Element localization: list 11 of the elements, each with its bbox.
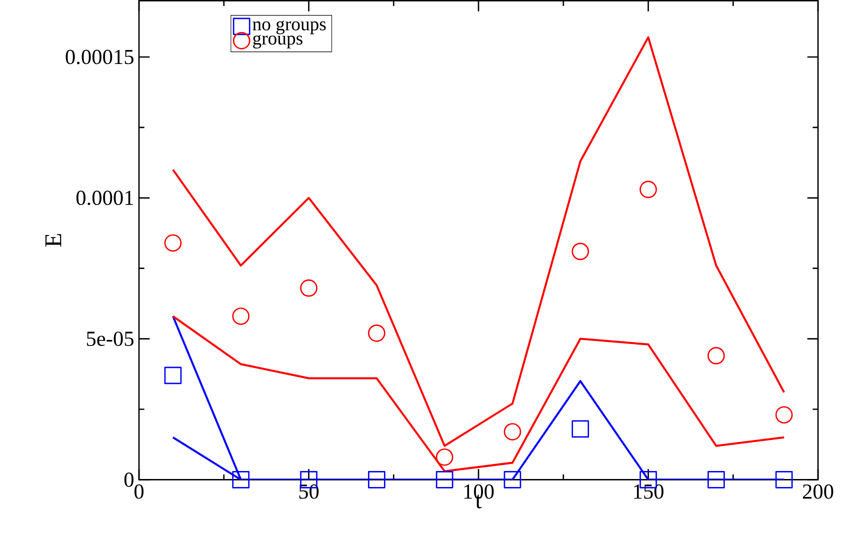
y-axis-title: E (45, 234, 62, 247)
y-tick-label: 0.0001 (76, 190, 134, 206)
legend-label: no groups (252, 20, 326, 34)
x-tick-label: 150 (634, 484, 664, 499)
y-tick-label: 5e-05 (86, 332, 134, 346)
x-tick-label: 50 (299, 484, 319, 499)
x-tick-label: 200 (802, 484, 834, 499)
y-tick-label: 0.00015 (66, 50, 134, 64)
x-tick-label: 0 (134, 484, 144, 499)
legend-label: groups (253, 35, 302, 49)
y-tick-label: 0 (124, 472, 134, 488)
